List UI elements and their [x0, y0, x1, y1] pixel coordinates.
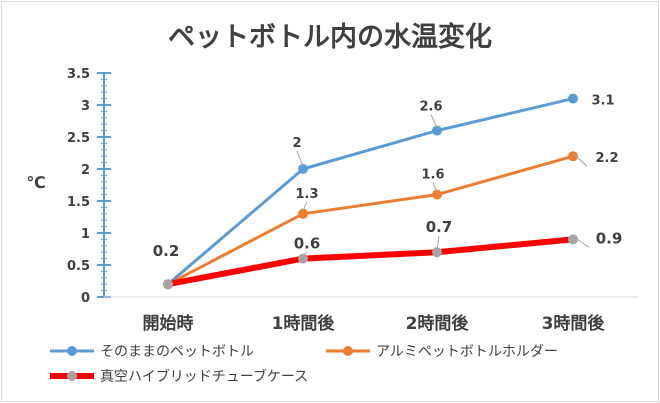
label-leader — [296, 150, 304, 167]
y-tick-label: 0 — [81, 291, 90, 306]
x-tick-label: 開始時 — [143, 313, 194, 334]
label-leader — [572, 235, 590, 248]
x-tick-label: 1時間後 — [272, 313, 336, 334]
data-label: 2.2 — [595, 151, 618, 166]
data-point — [432, 189, 442, 200]
legend-swatch-marker — [67, 346, 77, 356]
x-tick-label: 3時間後 — [542, 313, 606, 334]
label-leader — [430, 114, 438, 128]
label-leader — [432, 182, 438, 192]
y-tick-label: 2.5 — [67, 131, 90, 146]
label-leader — [302, 201, 308, 212]
legend-item: そのままのペットボトル — [50, 344, 254, 360]
series-layer — [163, 93, 578, 290]
data-label: 0.2 — [153, 242, 180, 260]
series-line — [165, 236, 576, 288]
data-label: 0.9 — [596, 229, 623, 247]
data-point — [568, 93, 578, 104]
label-leader — [572, 152, 588, 167]
data-point — [298, 164, 308, 174]
data-point — [568, 234, 578, 245]
y-tick-label: 3.5 — [67, 67, 90, 82]
label-leader — [436, 236, 440, 250]
series-3 — [163, 234, 578, 290]
data-labels: 2 2.6 3.1 1.3 1.6 2.2 0.2 0.6 0.7 0.9 — [153, 94, 623, 261]
series-line — [166, 154, 575, 286]
data-point — [432, 247, 442, 258]
legend-swatch-marker — [343, 346, 353, 356]
data-point — [432, 125, 442, 136]
y-tick-label: 1.5 — [67, 195, 90, 210]
data-point — [568, 151, 578, 162]
data-label: 2 — [292, 136, 301, 151]
legend-label: そのままのペットボトル — [100, 344, 254, 360]
data-point — [163, 279, 173, 290]
legend-item: 真空ハイブリッドチューブケース — [50, 368, 308, 385]
legend-label: 真空ハイブリッドチューブケース — [100, 368, 308, 385]
data-point — [298, 253, 308, 264]
legend-label: アルミペットボトルホルダー — [376, 344, 558, 360]
y-tick-label: 1 — [81, 227, 90, 242]
legend-item: アルミペットボトルホルダー — [326, 344, 558, 360]
axes: 0 0.5 1 1.5 2 2.5 3 3.5 開始時 1時間後 2時間後 3時間後 — [67, 67, 638, 334]
y-tick-label: 0.5 — [67, 259, 90, 274]
x-tick-label: 2時間後 — [406, 313, 470, 334]
y-axis-label: ℃ — [26, 173, 45, 192]
data-label: 0.6 — [294, 235, 321, 253]
series-2 — [163, 151, 578, 290]
data-label: 0.7 — [426, 218, 453, 236]
series-1 — [163, 93, 578, 290]
data-label: 2.6 — [419, 100, 442, 115]
y-tick-label: 3 — [81, 99, 90, 114]
label-leader — [302, 252, 308, 257]
chart-title: ペットボトル内の水温変化 — [168, 21, 492, 53]
y-tick-label: 2 — [81, 163, 90, 178]
data-label: 1.3 — [295, 187, 318, 202]
data-label: 3.1 — [591, 94, 614, 109]
data-point — [298, 208, 308, 219]
legend-swatch-marker — [67, 371, 77, 381]
data-label: 1.6 — [421, 168, 444, 183]
series-line — [166, 97, 575, 286]
